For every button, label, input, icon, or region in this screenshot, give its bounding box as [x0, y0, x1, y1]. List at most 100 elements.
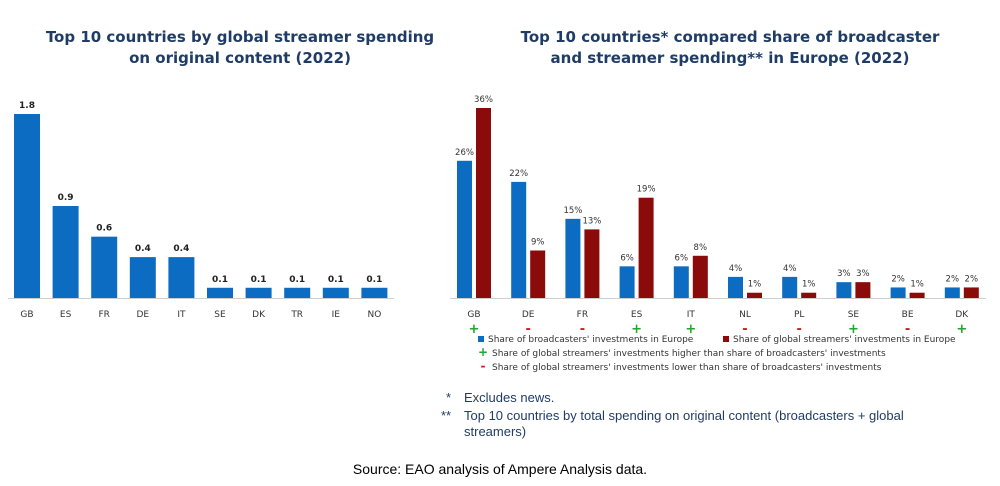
right-bar-it-broadcasters — [673, 266, 689, 298]
right-sign-marker: + — [848, 322, 859, 337]
right-sign-marker: - — [905, 322, 910, 337]
right-category-label: FR — [577, 310, 588, 320]
left-value-label: 0.9 — [58, 193, 74, 203]
right-value-label: 4% — [729, 264, 743, 274]
right-bar-be-streamers — [909, 292, 925, 298]
right-bar-nl-streamers — [747, 292, 762, 298]
sign-legend-text: Share of global streamers' investments l… — [492, 363, 882, 373]
right-bar-dk-broadcasters — [944, 287, 960, 298]
right-bar-be-broadcasters — [890, 287, 906, 298]
left-value-label: 0.4 — [135, 244, 151, 254]
left-category-label: NO — [367, 310, 381, 320]
right-value-label: 8% — [694, 243, 708, 253]
right-value-label: 9% — [531, 238, 545, 248]
right-bar-it-streamers — [692, 255, 708, 298]
left-value-label: 1.8 — [19, 101, 35, 111]
right-sign-marker: - — [525, 322, 530, 337]
left-bar-se — [207, 287, 233, 298]
right-category-label: ES — [631, 310, 643, 320]
right-sign-marker: - — [742, 322, 747, 337]
right-bar-de-broadcasters — [511, 181, 527, 298]
right-category-label: GB — [467, 310, 480, 320]
left-category-label: IT — [177, 310, 186, 320]
right-value-label: 13% — [582, 216, 601, 226]
left-value-label: 0.1 — [212, 275, 228, 285]
left-value-label: 0.1 — [289, 275, 305, 285]
left-category-label: SE — [214, 310, 226, 320]
right-category-label: BE — [902, 310, 914, 320]
right-value-label: 22% — [509, 169, 528, 179]
left-bar-tr — [284, 287, 311, 298]
right-bar-se-streamers — [855, 282, 871, 298]
right-sign-marker: - — [796, 322, 801, 337]
right-bar-fr-streamers — [584, 229, 600, 298]
right-sign-marker: + — [631, 322, 642, 337]
right-category-label: SE — [848, 310, 860, 320]
left-bar-dk — [245, 287, 272, 298]
left-category-label: ES — [60, 310, 72, 320]
right-category-label: IT — [687, 310, 696, 320]
right-value-label: 2% — [891, 274, 905, 284]
right-value-label: 26% — [455, 148, 474, 158]
source-note: Source: EAO analysis of Ampere Analysis … — [352, 461, 648, 477]
right-sign-marker: + — [685, 322, 696, 337]
legend-label-broadcasters: Share of broadcasters' investments in Eu… — [488, 335, 694, 345]
left-category-label: GB — [20, 310, 33, 320]
right-value-label: 1% — [802, 280, 816, 290]
right-bar-de-streamers — [530, 250, 546, 298]
left-category-label: TR — [290, 310, 303, 320]
right-value-label: 1% — [748, 280, 762, 290]
right-value-label: 1% — [910, 280, 924, 290]
right-value-label: 36% — [474, 95, 493, 105]
footnote-2-text: Top 10 countries by total spending on or… — [464, 408, 904, 439]
left-category-label: FR — [98, 310, 109, 320]
right-category-label: PL — [794, 310, 804, 320]
left-category-label: DE — [136, 310, 149, 320]
left-bar-es — [52, 206, 79, 298]
right-bar-fr-broadcasters — [565, 218, 581, 298]
right-value-label: 4% — [783, 264, 797, 274]
right-chart-title: Top 10 countries* compared share of broa… — [520, 28, 940, 67]
right-value-label: 3% — [856, 269, 870, 279]
left-value-label: 0.1 — [251, 275, 267, 285]
left-bar-fr — [91, 236, 118, 298]
left-value-label: 0.4 — [173, 244, 189, 254]
left-value-label: 0.6 — [96, 224, 112, 234]
footnote-1-text: Excludes news. — [464, 390, 555, 405]
legend-swatch-broadcasters — [478, 336, 484, 342]
right-value-label: 3% — [837, 269, 851, 279]
left-value-label: 0.1 — [366, 275, 382, 285]
right-bar-pl-streamers — [801, 292, 817, 298]
right-value-label: 2% — [965, 274, 979, 284]
right-value-label: 6% — [620, 253, 634, 263]
left-bar-ie — [322, 287, 349, 298]
right-bar-gb-streamers — [476, 108, 491, 298]
right-value-label: 19% — [637, 185, 656, 195]
right-sign-marker: + — [956, 322, 967, 337]
legend-swatch-streamers — [723, 336, 729, 342]
left-category-label: DK — [252, 310, 266, 320]
sign-legend-symbol: - — [481, 359, 486, 373]
right-bar-es-streamers — [638, 197, 654, 298]
right-category-label: DK — [955, 310, 969, 320]
right-value-label: 2% — [946, 274, 960, 284]
right-sign-marker: - — [580, 322, 585, 337]
left-chart-title: Top 10 countries by global streamer spen… — [45, 28, 435, 67]
right-category-label: NL — [739, 310, 751, 320]
footnote-1-mark: * — [446, 390, 452, 405]
left-category-label: IE — [332, 310, 341, 320]
right-bar-pl-broadcasters — [782, 276, 798, 298]
right-value-label: 15% — [563, 206, 582, 216]
footnote-2-mark: ** — [441, 408, 452, 423]
right-category-label: DE — [522, 310, 535, 320]
right-bar-se-broadcasters — [836, 282, 852, 298]
right-bar-nl-broadcasters — [728, 276, 743, 298]
right-bar-es-broadcasters — [619, 266, 635, 298]
left-bar-gb — [14, 114, 40, 298]
left-bar-it — [168, 257, 195, 298]
sign-legend-symbol: + — [478, 345, 488, 359]
right-sign-marker: + — [469, 322, 480, 337]
right-bar-dk-streamers — [963, 287, 979, 298]
right-value-label: 6% — [675, 253, 689, 263]
